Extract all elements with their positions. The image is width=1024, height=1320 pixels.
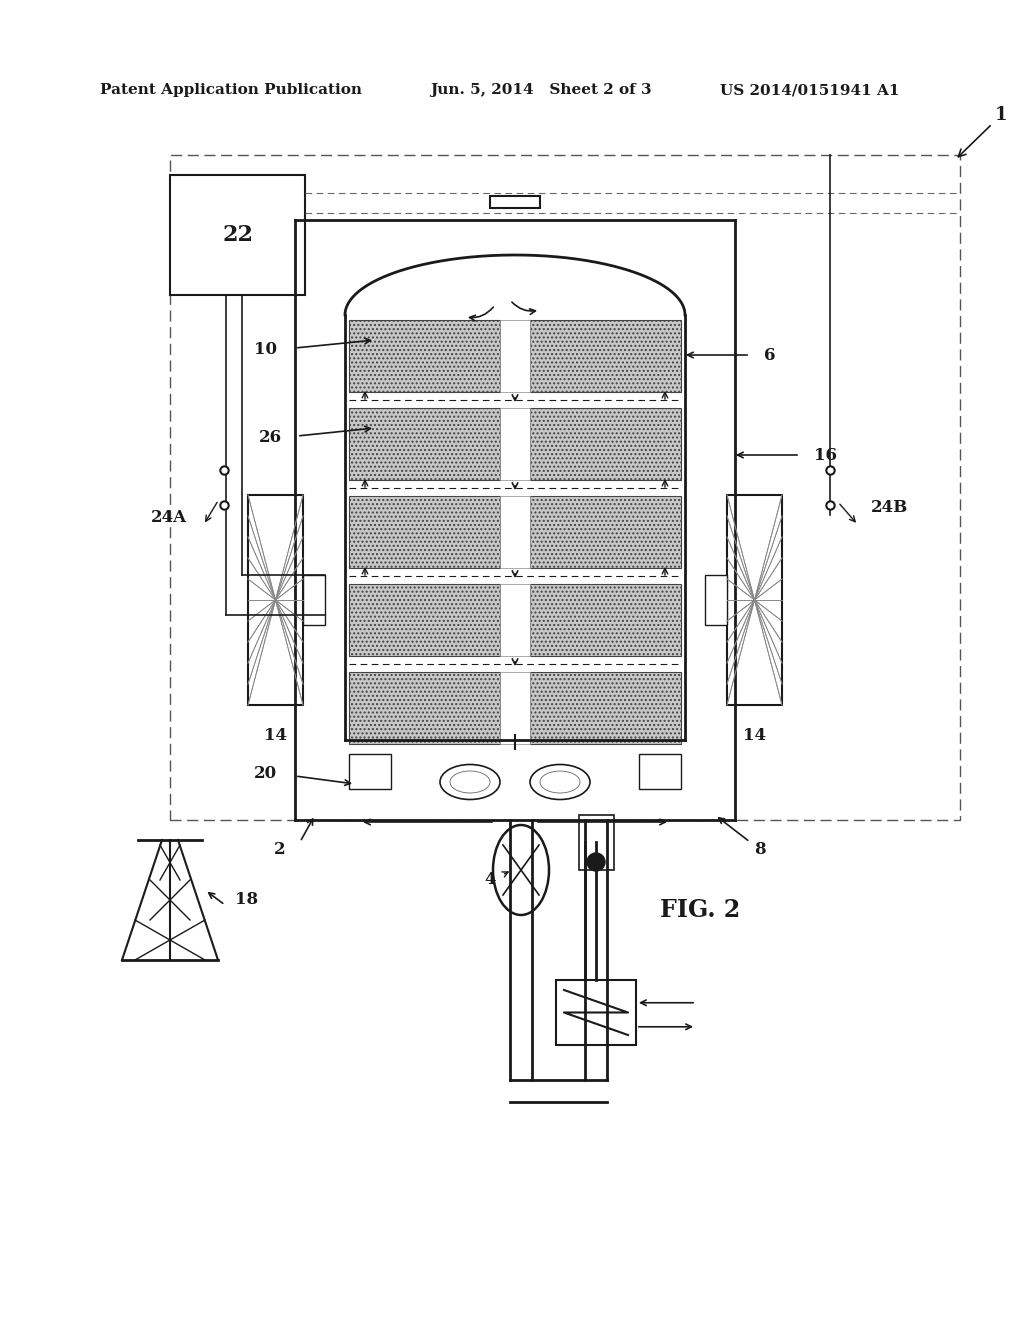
Bar: [248, 495, 303, 705]
Text: 8: 8: [755, 842, 766, 858]
Text: 4: 4: [484, 871, 496, 888]
Bar: [530, 672, 681, 744]
Bar: [500, 672, 530, 744]
Bar: [530, 408, 681, 480]
Bar: [639, 754, 681, 789]
Bar: [530, 496, 681, 568]
Bar: [556, 979, 636, 1045]
Ellipse shape: [440, 764, 500, 800]
Text: 1: 1: [958, 106, 1008, 157]
Bar: [705, 576, 727, 624]
Bar: [530, 319, 681, 392]
Bar: [490, 195, 540, 209]
Text: 18: 18: [234, 891, 258, 908]
Text: Patent Application Publication: Patent Application Publication: [100, 83, 362, 96]
Bar: [500, 319, 530, 392]
Bar: [530, 583, 681, 656]
Text: 2: 2: [274, 842, 286, 858]
Bar: [727, 495, 782, 705]
Bar: [500, 496, 530, 568]
Bar: [349, 408, 500, 480]
Text: 26: 26: [258, 429, 282, 446]
Text: 22: 22: [222, 224, 253, 246]
Bar: [500, 583, 530, 656]
Text: 24B: 24B: [871, 499, 908, 516]
Text: 14: 14: [743, 726, 766, 743]
Text: 14: 14: [264, 726, 287, 743]
Ellipse shape: [530, 764, 590, 800]
Circle shape: [587, 853, 605, 871]
Text: 10: 10: [254, 342, 276, 359]
Text: 24A: 24A: [151, 510, 186, 525]
Bar: [579, 814, 613, 870]
Bar: [349, 496, 500, 568]
Bar: [303, 576, 325, 624]
Text: US 2014/0151941 A1: US 2014/0151941 A1: [720, 83, 899, 96]
Bar: [500, 408, 530, 480]
Bar: [170, 176, 305, 294]
Text: Jun. 5, 2014   Sheet 2 of 3: Jun. 5, 2014 Sheet 2 of 3: [430, 83, 651, 96]
Bar: [349, 672, 500, 744]
Text: 6: 6: [764, 346, 776, 363]
Bar: [349, 583, 500, 656]
Bar: [170, 154, 961, 820]
Ellipse shape: [493, 825, 549, 915]
Bar: [349, 319, 500, 392]
Text: FIG. 2: FIG. 2: [660, 898, 740, 921]
Text: 16: 16: [813, 446, 837, 463]
Bar: [349, 754, 391, 789]
Text: 20: 20: [253, 766, 276, 783]
